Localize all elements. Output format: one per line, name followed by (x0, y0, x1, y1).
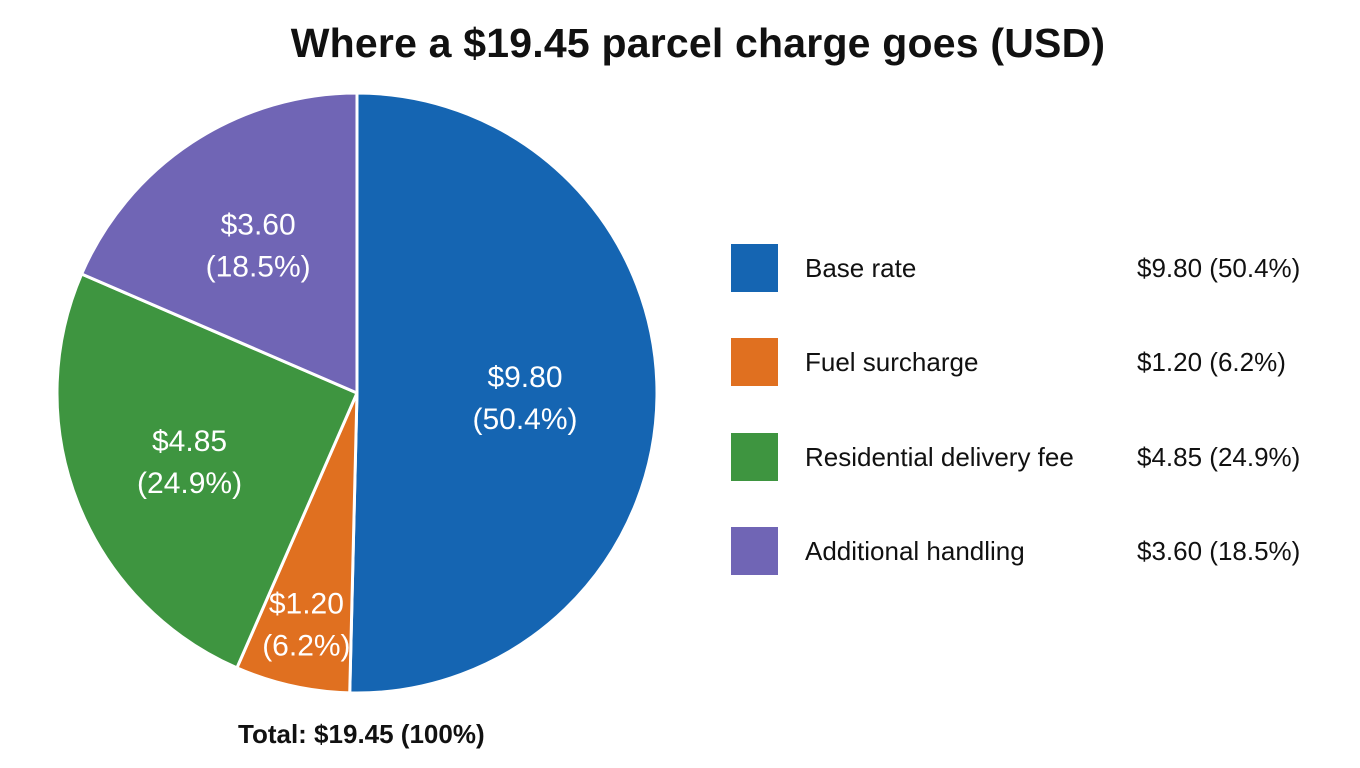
total-label: Total: $19.45 (100%) (238, 719, 485, 749)
legend-swatch-base-rate (731, 244, 778, 292)
legend-swatch-additional-handling (731, 527, 778, 575)
chart-title: Where a $19.45 parcel charge goes (USD) (290, 20, 1106, 66)
legend-item-fuel-surcharge: Fuel surcharge $1.20 (6.2%) (731, 338, 1331, 386)
legend-item-base-rate: Base rate $9.80 (50.4%) (731, 244, 1331, 292)
pie-slice-residential-delivery-fee (55, 272, 359, 670)
legend-value-base-rate: $9.80 (50.4%) (1137, 253, 1301, 283)
legend-label-additional-handling: Additional handling (805, 536, 1025, 566)
slice-label-additional-handling: $3.60 (18.5%) (206, 209, 311, 284)
legend-swatch-residential-delivery-fee (731, 433, 778, 481)
legend-label-base-rate: Base rate (805, 253, 917, 283)
legend-value-residential-delivery-fee: $4.85 (24.9%) (1137, 442, 1301, 472)
legend-label-residential-delivery-fee: Residential delivery fee (805, 442, 1074, 472)
pie-slice-fuel-surcharge (235, 391, 359, 695)
slice-label-residential-delivery-fee: $4.85 (24.9%) (137, 425, 242, 500)
legend-value-additional-handling: $3.60 (18.5%) (1137, 536, 1301, 566)
legend-item-residential-delivery-fee: Residential delivery fee $4.85 (24.9%) (731, 433, 1331, 481)
slice-label-fuel-surcharge: $1.20 (6.2%) (262, 587, 350, 662)
pie-slice-base-rate (348, 91, 659, 695)
legend-value-fuel-surcharge: $1.20 (6.2%) (1137, 347, 1286, 377)
pie-chart: $9.80 (50.4%) $1.20 (6.2%) $4.85 (24.9%) $3.60… (55, 91, 659, 695)
legend-swatch-fuel-surcharge (731, 338, 778, 386)
legend-item-additional-handling: Additional handling $3.60 (18.5%) (731, 527, 1331, 575)
slice-label-base-rate: $9.80 (50.4%) (472, 361, 577, 436)
legend-label-fuel-surcharge: Fuel surcharge (805, 347, 979, 377)
pie-slice-additional-handling (80, 91, 359, 395)
